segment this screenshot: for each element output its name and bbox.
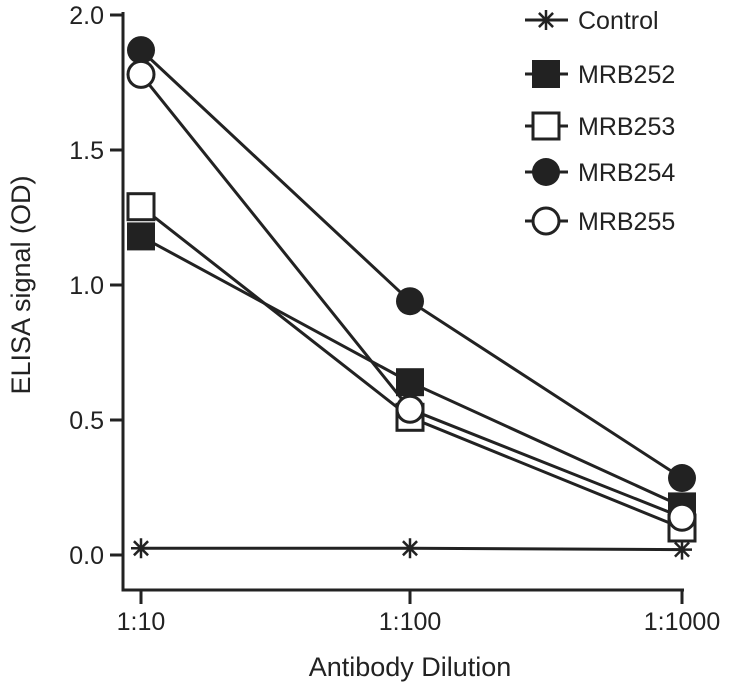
data-point: [126, 59, 156, 89]
y-tick-label: 0.5: [69, 407, 104, 435]
data-point: [395, 394, 425, 424]
data-point: [131, 538, 151, 559]
x-tick-label: 1:10: [117, 608, 166, 636]
data-point: [667, 502, 697, 532]
data-point: [126, 192, 156, 222]
y-tick-label: 2.0: [69, 2, 104, 30]
x-tick-label: 1:100: [379, 608, 442, 636]
asterisk-stroke: [133, 540, 149, 557]
legend-marker: [531, 111, 561, 141]
data-point: [668, 464, 696, 493]
data-point: [396, 287, 424, 316]
y-axis-title: ELISA signal (OD): [6, 175, 36, 394]
y-tick-label: 1.5: [69, 137, 104, 165]
series-mrb255: [126, 59, 697, 532]
legend-marker: [532, 60, 560, 88]
legend-label: Control: [578, 7, 659, 35]
data-point: [396, 368, 424, 397]
data-point: [127, 36, 155, 65]
data-point: [127, 222, 155, 251]
legend-item: MRB252: [525, 60, 675, 89]
asterisk-stroke: [402, 540, 418, 557]
legend-marker: [536, 10, 556, 30]
series-mrb252: [127, 222, 696, 521]
series-layer: [126, 36, 697, 560]
legend-item: MRB255: [525, 206, 675, 236]
series-mrb254: [127, 36, 696, 493]
asterisk-stroke: [674, 541, 690, 558]
series-control: [131, 538, 692, 560]
legend-marker: [531, 206, 561, 236]
legend-marker: [532, 158, 560, 186]
x-axis-title: Antibody Dilution: [309, 652, 512, 682]
legend-item: MRB253: [525, 111, 675, 141]
legend-item: Control: [525, 7, 659, 35]
y-tick-label: 0.0: [69, 542, 104, 570]
legend-item: MRB254: [525, 158, 675, 187]
data-point: [672, 539, 692, 560]
x-tick-label: 1:1000: [644, 608, 720, 636]
y-tick-label: 1.0: [69, 272, 104, 300]
legend-label: MRB255: [578, 208, 675, 236]
legend-label: MRB253: [578, 113, 675, 141]
asterisk-stroke: [538, 12, 554, 28]
series-line: [140, 205, 683, 530]
data-point: [400, 538, 420, 559]
legend-label: MRB252: [578, 61, 675, 89]
legend: Control MRB252 MRB253 MRB254 MRB255: [525, 7, 675, 236]
legend-label: MRB254: [578, 159, 675, 187]
axes: 0.0 0.5 1.0 1.5 2.0 1:10 1:100 1:1000: [69, 2, 720, 636]
